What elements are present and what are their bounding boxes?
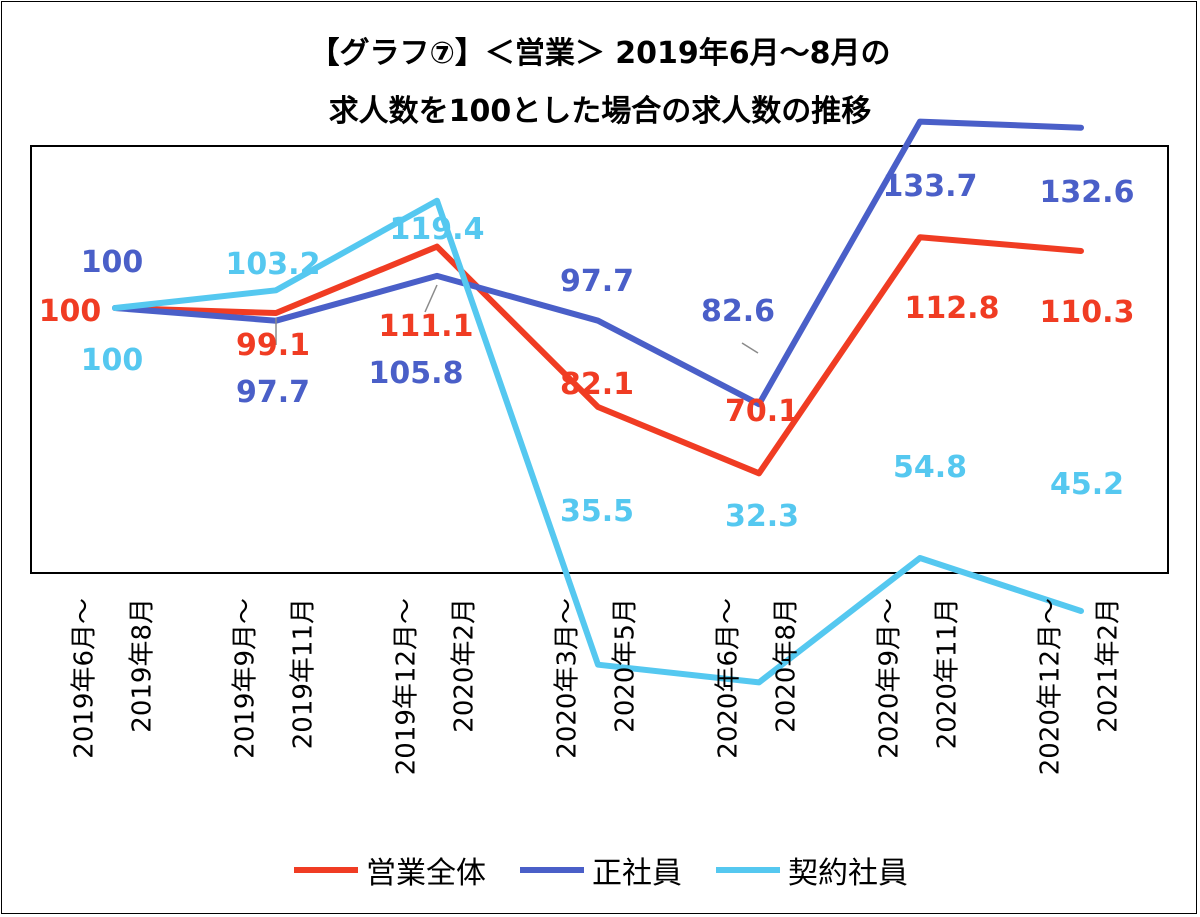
- data-label-1-3: 97.7: [560, 264, 634, 299]
- data-point-2-0: [114, 307, 116, 309]
- data-point-1-4: [758, 403, 760, 405]
- x-tick-label-1-0: 2019年9月～: [231, 598, 261, 759]
- x-tick-label-5-1: 2020年11月: [933, 598, 963, 749]
- data-point-1-2: [436, 275, 438, 277]
- data-label-0-1: 99.1: [236, 328, 310, 363]
- legend: 営業全体 正社員 契約社員: [0, 848, 1200, 892]
- legend-swatch-2: [716, 867, 780, 873]
- data-point-1-3: [597, 320, 599, 322]
- data-label-0-6: 110.3: [1040, 295, 1135, 330]
- chart-title-line-2: 求人数を100とした場合の求人数の推移: [328, 94, 872, 129]
- data-point-0-3: [597, 406, 599, 408]
- data-label-0-2: 111.1: [379, 309, 474, 344]
- x-tick-label-6-1: 2021年2月: [1094, 598, 1124, 733]
- data-point-2-5: [919, 557, 921, 559]
- data-point-2-4: [758, 681, 760, 683]
- data-label-2-6: 45.2: [1050, 467, 1124, 502]
- legend-label-1: 正社員: [592, 856, 682, 891]
- x-tick-label-1-1: 2019年11月: [289, 598, 319, 749]
- x-tick-label-6-0: 2020年12月～: [1036, 598, 1066, 775]
- x-tick-label-4-1: 2020年8月: [772, 598, 802, 733]
- legend-label-2: 契約社員: [788, 856, 908, 891]
- leader-line-1: [424, 284, 438, 313]
- data-label-2-5: 54.8: [893, 450, 967, 485]
- legend-swatch-1: [520, 867, 584, 873]
- x-tick-label-0-0: 2019年6月～: [70, 598, 100, 759]
- chart-title-line-1: 【グラフ⑦】＜営業＞ 2019年6月～8月の: [309, 36, 891, 71]
- data-point-0-6: [1080, 250, 1082, 252]
- data-label-2-0: 100: [81, 343, 144, 378]
- data-label-2-2: 119.4: [390, 212, 485, 247]
- data-label-2-4: 32.3: [725, 499, 799, 534]
- data-label-1-6: 132.6: [1040, 175, 1135, 210]
- data-label-1-2: 105.8: [369, 356, 464, 391]
- x-tick-label-3-1: 2020年5月: [611, 598, 641, 733]
- legend-item-1: 正社員: [520, 848, 682, 892]
- data-label-2-3: 35.5: [560, 494, 634, 529]
- x-tick-label-4-0: 2020年6月～: [714, 598, 744, 759]
- data-label-1-5: 133.7: [883, 169, 978, 204]
- data-point-2-3: [597, 664, 599, 666]
- data-label-0-4: 70.1: [725, 394, 799, 429]
- x-tick-label-3-0: 2020年3月～: [553, 598, 583, 759]
- leader-line-2: [741, 342, 759, 354]
- data-point-0-4: [758, 472, 760, 474]
- x-tick-label-0-1: 2019年8月: [128, 598, 158, 733]
- data-label-1-1: 97.7: [236, 375, 310, 410]
- x-tick-label-5-0: 2020年9月～: [875, 598, 905, 759]
- data-point-2-1: [275, 289, 277, 291]
- data-point-2-6: [1080, 610, 1082, 612]
- data-label-0-5: 112.8: [905, 291, 1000, 326]
- data-point-0-5: [919, 236, 921, 238]
- data-point-0-2: [436, 246, 438, 248]
- data-label-1-0: 100: [81, 245, 144, 280]
- x-tick-label-2-0: 2019年12月～: [392, 598, 422, 775]
- data-point-0-1: [275, 312, 277, 314]
- data-point-2-2: [436, 200, 438, 202]
- data-point-1-5: [919, 121, 921, 123]
- legend-item-0: 営業全体: [294, 848, 486, 892]
- data-label-2-1: 103.2: [226, 247, 321, 282]
- legend-item-2: 契約社員: [716, 848, 908, 892]
- data-point-1-6: [1080, 127, 1082, 129]
- data-label-0-3: 82.1: [560, 367, 634, 402]
- data-label-1-4: 82.6: [701, 294, 775, 329]
- legend-label-0: 営業全体: [366, 856, 486, 891]
- data-label-0-0: 100: [39, 294, 102, 329]
- legend-swatch-0: [294, 867, 358, 873]
- x-tick-label-2-1: 2020年2月: [450, 598, 480, 733]
- plot-area: [30, 145, 1169, 574]
